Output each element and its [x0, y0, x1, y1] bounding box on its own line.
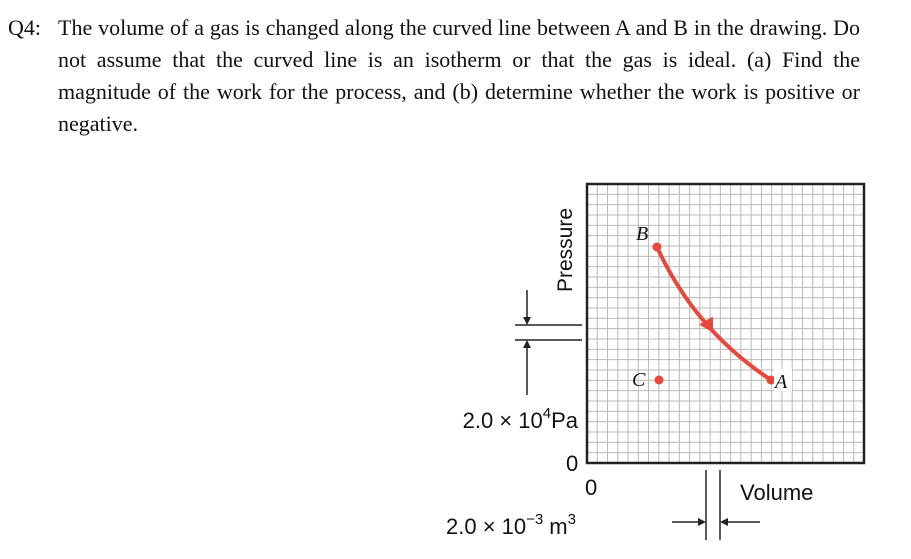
- point-a: [766, 375, 776, 385]
- y-axis-label: Pressure: [554, 208, 577, 292]
- question-number: Q4:: [8, 15, 41, 40]
- point-label: B: [636, 223, 648, 245]
- point-c: [654, 375, 664, 385]
- origin-label: 0: [566, 451, 578, 476]
- point-label: C: [632, 369, 646, 391]
- x-axis-label: Volume: [740, 480, 813, 505]
- pressure-scale: 2.0 × 104Pa: [463, 405, 579, 433]
- mantissa: 2.0 × 10: [463, 408, 543, 433]
- exponent: −3: [526, 511, 543, 528]
- volume-scale: 2.0 × 10−3 m3: [446, 511, 576, 539]
- unit-exponent: 3: [568, 511, 576, 528]
- point-label: A: [773, 371, 788, 393]
- unit: Pa: [551, 408, 579, 433]
- question-text: The volume of a gas is changed along the…: [58, 15, 860, 136]
- origin-label: 0: [585, 475, 597, 500]
- mantissa: 2.0 × 10: [446, 514, 526, 539]
- plot-frame: [585, 182, 866, 465]
- point-b: [652, 242, 662, 252]
- unit: m: [549, 514, 567, 539]
- question: Q4: The volume of a gas is changed along…: [8, 12, 860, 140]
- scale-arrowheads: [523, 317, 728, 526]
- pressure-scale-marker: [515, 290, 760, 540]
- exponent: 4: [543, 405, 551, 422]
- direction-arrow: [699, 316, 713, 333]
- label-bg: [774, 369, 792, 391]
- grid: [587, 184, 864, 463]
